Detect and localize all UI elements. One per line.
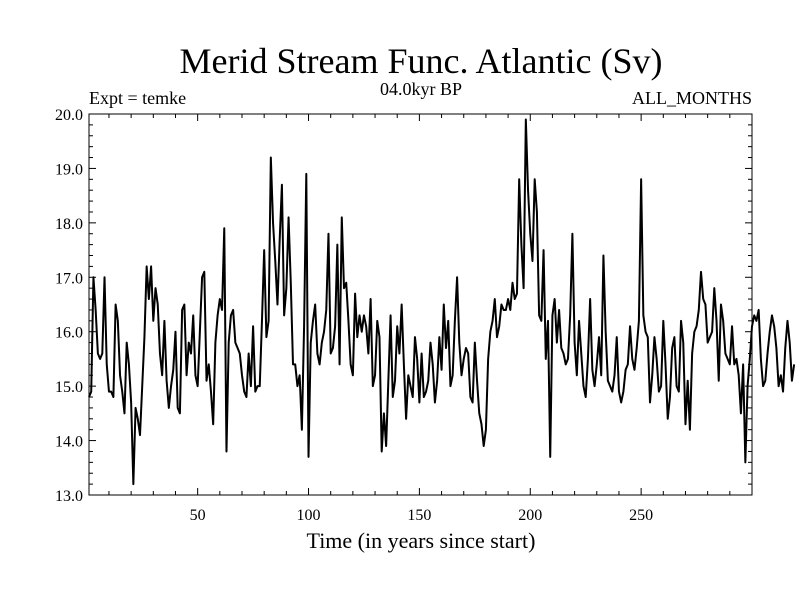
y-tick-label: 14.0 bbox=[55, 434, 83, 451]
y-tick-label: 13.0 bbox=[55, 488, 83, 505]
x-tick-label: 250 bbox=[629, 507, 653, 524]
y-tick-label: 18.0 bbox=[55, 216, 83, 233]
y-tick-label: 17.0 bbox=[55, 270, 83, 287]
y-axis-ticks: 13.0 14.0 15.0 16.0 17.0 18.0 19.0 20.0 bbox=[55, 107, 752, 505]
chart-title: Merid Stream Func. Atlantic (Sv) bbox=[180, 41, 663, 81]
months-label: ALL_MONTHS bbox=[632, 88, 752, 108]
y-tick-label: 15.0 bbox=[55, 379, 83, 396]
series-line bbox=[88, 118, 796, 486]
y-tick-label: 20.0 bbox=[55, 107, 83, 124]
expt-label: Expt = temke bbox=[89, 88, 186, 108]
y-tick-label: 16.0 bbox=[55, 325, 83, 342]
x-tick-label: 150 bbox=[407, 507, 431, 524]
x-tick-label: 50 bbox=[190, 507, 206, 524]
x-axis-label: Time (in years since start) bbox=[307, 528, 536, 553]
y-tick-label: 19.0 bbox=[55, 161, 83, 178]
x-tick-label: 200 bbox=[518, 507, 542, 524]
plot-frame bbox=[88, 113, 753, 496]
period-label: 04.0kyr BP bbox=[380, 79, 462, 99]
x-axis-ticks: 50 100 150 200 250 bbox=[108, 114, 731, 524]
x-tick-label: 100 bbox=[297, 507, 321, 524]
